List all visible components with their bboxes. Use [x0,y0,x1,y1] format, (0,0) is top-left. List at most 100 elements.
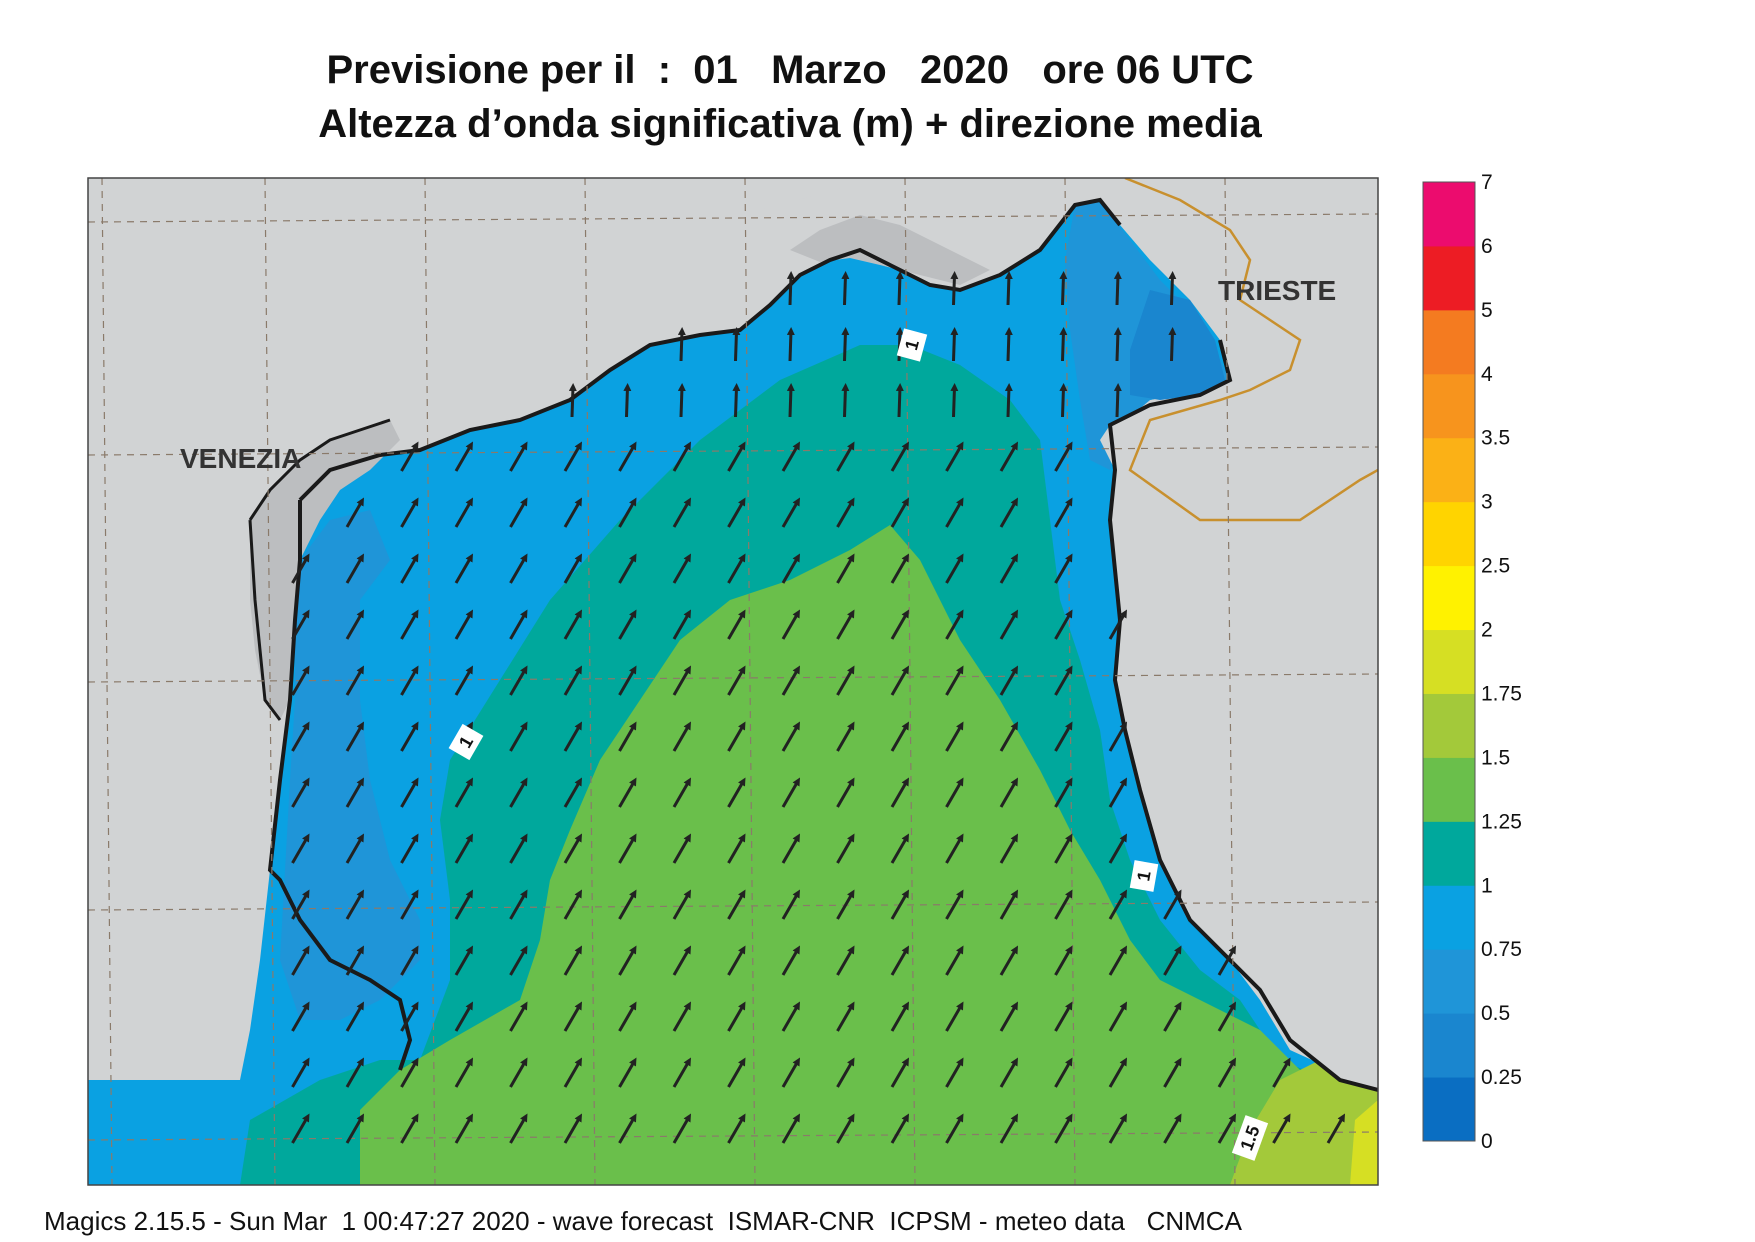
wave-arrow [895,271,904,306]
wave-arrow [890,1001,909,1032]
wave-direction-arrows [291,271,1345,1144]
wave-arrow [672,1001,691,1032]
wave-arrow [836,665,855,696]
wave-arrow [1217,1057,1236,1088]
wave-arrow [345,777,364,808]
wave-arrow [454,777,473,808]
wave-arrow [836,609,855,640]
wave-arrow [509,553,528,584]
wave-arrow [836,553,855,584]
svg-text:1: 1 [901,338,923,353]
wave-arrow [1054,833,1073,864]
colorbar-tick-label: 5 [1481,299,1493,322]
wave-arrow [672,945,691,976]
wave-arrow [786,383,795,418]
wave-arrow [836,1001,855,1032]
sea-band-0.25-0.5 [1130,290,1225,400]
wave-arrow [509,609,528,640]
wave-arrow [727,497,746,528]
colorbar-tick-label: 2.5 [1481,555,1510,578]
wave-arrow [945,1057,964,1088]
wave-arrow [1004,271,1013,306]
wave-arrow [345,497,364,528]
wave-arrow [945,441,964,472]
wave-arrow [999,1057,1018,1088]
wave-arrow [890,721,909,752]
wave-arrow [563,721,582,752]
wave-arrow [727,777,746,808]
wave-arrow [841,383,850,418]
wave-arrow [563,553,582,584]
wave-arrow [291,833,310,864]
wave-arrow [945,553,964,584]
wave-arrow [1054,1113,1073,1144]
wave-arrow [1217,1113,1236,1144]
wave-arrow [509,889,528,920]
wave-arrow [836,1113,855,1144]
wave-arrow [345,1113,364,1144]
wave-arrow [999,1113,1018,1144]
wave-arrow [781,721,800,752]
wave-arrow [400,945,419,976]
wave-arrow [1108,889,1127,920]
wave-arrow [509,945,528,976]
wave-arrow [400,1057,419,1088]
wave-arrow [890,609,909,640]
wave-arrow [291,609,310,640]
wave-arrow [509,1113,528,1144]
colorbar-tick-label: 1.75 [1481,683,1522,706]
wave-arrow [1054,553,1073,584]
wave-arrow [672,609,691,640]
wave-arrow [890,1113,909,1144]
colorbar-swatch [1423,437,1475,503]
wave-arrow [945,497,964,528]
wave-arrow [454,1057,473,1088]
colorbar-tick-label: 3 [1481,491,1493,514]
wave-arrow [291,945,310,976]
wave-arrow [345,1001,364,1032]
city-label-venezia: VENEZIA [180,443,301,474]
wave-arrow [345,721,364,752]
wave-arrow [400,553,419,584]
wave-arrow [786,327,795,362]
wave-arrow [1108,833,1127,864]
colorbar-tick-label: 1.25 [1481,810,1522,833]
wave-arrow [400,777,419,808]
footer-credits: Magics 2.15.5 - Sun Mar 1 00:47:27 2020 … [44,1206,1242,1236]
wave-arrow [781,889,800,920]
wave-arrow [345,945,364,976]
wave-arrow [890,665,909,696]
contour-label: 1 [896,328,928,362]
wave-arrow [999,497,1018,528]
wave-arrow [618,441,637,472]
wave-arrow [563,1057,582,1088]
wave-arrow [1054,889,1073,920]
coastline-west-south [267,500,413,1071]
wave-arrow [841,327,850,362]
wave-arrow [727,665,746,696]
map-area [88,178,1378,1185]
wave-arrow [618,833,637,864]
wave-arrow [727,833,746,864]
wave-arrow [400,833,419,864]
wave-arrow [672,777,691,808]
wave-arrow [454,441,473,472]
colorbar-tick-label: 7 [1481,171,1493,194]
wave-arrow [945,889,964,920]
wave-arrow [1054,777,1073,808]
svg-text:1: 1 [1133,869,1154,882]
map-frame [87,177,1379,1186]
wave-arrow [950,383,959,418]
wave-arrow [291,553,310,584]
wave-arrow [618,497,637,528]
colorbar-frame [1422,181,1476,1142]
wave-arrow [1113,383,1122,418]
wave-arrow [1108,721,1127,752]
wave-arrow [1004,383,1013,418]
wave-arrow [999,609,1018,640]
colorbar: 0 0.25 0.5 0.75 1 1.25 1.5 1.75 2 2.5 3 3.5 4 5 6 7 [1422,171,1522,1153]
wave-arrow [781,833,800,864]
sea-band-1.75-2 [1350,1100,1378,1185]
colorbar-swatch [1423,245,1475,311]
wave-arrow [563,441,582,472]
